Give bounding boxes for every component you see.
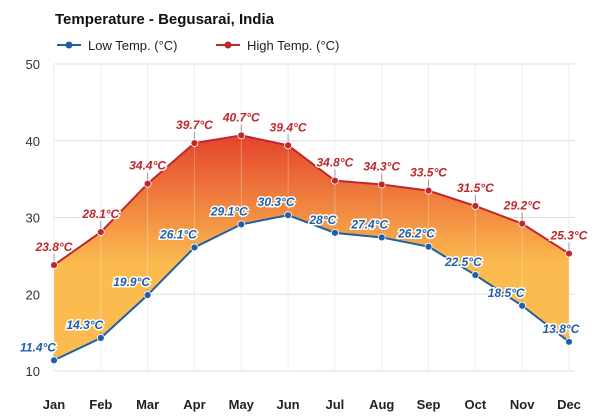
low-label-apr: 26.1°C bbox=[159, 227, 197, 241]
x-tick-jan: Jan bbox=[43, 397, 65, 412]
legend-high-marker bbox=[224, 41, 232, 49]
range-fill-segment-apr bbox=[194, 135, 242, 248]
legend-low-label: Low Temp. (°C) bbox=[88, 38, 177, 53]
x-tick-jun: Jun bbox=[277, 397, 300, 412]
low-label-may: 29.1°C bbox=[210, 204, 248, 218]
low-label-jul: 28°C bbox=[309, 213, 337, 227]
x-tick-jul: Jul bbox=[326, 397, 345, 412]
low-label-jun: 30.3°C bbox=[258, 195, 295, 209]
range-fill-segment-aug bbox=[381, 184, 429, 247]
low-point-dec bbox=[565, 337, 573, 346]
x-tick-oct: Oct bbox=[465, 397, 487, 412]
y-tick-20: 20 bbox=[26, 287, 40, 302]
low-point-oct bbox=[471, 271, 480, 279]
low-label-nov: 18.5°C bbox=[488, 286, 525, 300]
range-fill-segment-may bbox=[241, 135, 289, 225]
range-fill-segment-feb bbox=[100, 183, 148, 338]
high-point-jun bbox=[284, 141, 292, 150]
legend-item-high[interactable]: High Temp. (°C) bbox=[216, 38, 339, 53]
x-tick-apr: Apr bbox=[183, 397, 205, 412]
high-label-mar: 34.4°C bbox=[129, 159, 166, 173]
y-tick-10: 10 bbox=[26, 364, 40, 379]
high-point-mar bbox=[143, 179, 152, 188]
axes: 10 20 30 40 50 Jan Feb Mar Apr May Jun Jul Aug Sep Oct… bbox=[26, 57, 581, 412]
high-label-jan: 23.8°C bbox=[35, 240, 73, 254]
low-point-aug bbox=[377, 233, 386, 242]
low-point-mar bbox=[143, 291, 152, 299]
range-fill-segment-jan bbox=[54, 232, 101, 361]
low-point-jul bbox=[331, 228, 339, 237]
high-point-jan bbox=[50, 261, 58, 269]
low-label-jan: 11.4°C bbox=[20, 340, 56, 354]
range-fill-segment-sep bbox=[428, 190, 476, 276]
x-tick-dec: Dec bbox=[557, 397, 581, 412]
y-tick-30: 30 bbox=[26, 211, 40, 226]
high-point-feb bbox=[96, 228, 105, 236]
low-point-feb bbox=[96, 334, 105, 342]
series-lines bbox=[53, 134, 570, 362]
high-point-oct bbox=[471, 202, 480, 210]
range-fill-segment-jul bbox=[334, 180, 382, 238]
high-label-oct: 31.5°C bbox=[457, 181, 494, 195]
high-label-jul: 34.8°C bbox=[316, 156, 353, 170]
x-tick-sep: Sep bbox=[417, 397, 441, 412]
y-tick-50: 50 bbox=[26, 57, 40, 72]
x-tick-may: May bbox=[229, 397, 255, 412]
low-label-feb: 14.3°C bbox=[66, 318, 103, 332]
legend-low-marker bbox=[65, 41, 73, 49]
x-tick-feb: Feb bbox=[89, 397, 112, 412]
range-fill bbox=[53, 135, 570, 361]
high-point-may bbox=[237, 131, 246, 140]
high-label-apr: 39.7°C bbox=[176, 118, 213, 132]
high-label-sep: 33.5°C bbox=[410, 166, 447, 180]
low-temp-line bbox=[53, 214, 570, 362]
low-point-apr bbox=[190, 243, 199, 252]
low-point-jun bbox=[284, 211, 292, 220]
high-point-dec bbox=[565, 249, 573, 258]
low-label-dec: 13.8°C bbox=[543, 322, 580, 336]
high-label-feb: 28.1°C bbox=[81, 207, 119, 221]
high-label-dec: 25.3°C bbox=[550, 229, 588, 243]
chart-title: Temperature - Begusarai, India bbox=[55, 11, 275, 28]
low-label-oct: 22.5°C bbox=[444, 255, 482, 269]
high-label-nov: 29.2°C bbox=[503, 199, 541, 213]
low-point-sep bbox=[424, 242, 433, 251]
high-label-aug: 34.3°C bbox=[363, 159, 400, 173]
high-point-nov bbox=[518, 219, 527, 228]
low-label-sep: 26.2°C bbox=[397, 227, 435, 241]
high-temp-line bbox=[53, 134, 570, 266]
x-tick-nov: Nov bbox=[510, 397, 535, 412]
low-label-aug: 27.4°C bbox=[350, 217, 388, 231]
range-fill-segment-oct bbox=[475, 205, 523, 306]
x-tick-mar: Mar bbox=[136, 397, 159, 412]
data-labels: 11.4°C 14.3°C 19.9°C 26.1°C 29.1°C 30.3°C 28°C… bbox=[19, 109, 589, 357]
high-label-may: 40.7°C bbox=[222, 110, 260, 124]
y-tick-40: 40 bbox=[26, 134, 40, 149]
high-label-jun: 39.4°C bbox=[270, 120, 307, 134]
range-fill-segment-mar bbox=[147, 143, 195, 296]
low-point-jan bbox=[50, 356, 58, 365]
high-point-aug bbox=[377, 180, 386, 189]
legend: Low Temp. (°C) High Temp. (°C) bbox=[57, 38, 339, 53]
legend-item-low[interactable]: Low Temp. (°C) bbox=[57, 38, 177, 53]
high-point-sep bbox=[424, 186, 433, 195]
high-point-apr bbox=[190, 139, 199, 147]
high-point-jul bbox=[331, 176, 339, 185]
low-point-nov bbox=[518, 301, 527, 310]
range-fill-segment-jun bbox=[288, 145, 335, 233]
x-tick-aug: Aug bbox=[369, 397, 394, 412]
legend-high-label: High Temp. (°C) bbox=[247, 38, 339, 53]
range-fill-segment-nov bbox=[522, 223, 569, 342]
low-label-mar: 19.9°C bbox=[113, 275, 150, 289]
series-markers bbox=[50, 131, 573, 365]
low-point-may bbox=[237, 220, 246, 229]
